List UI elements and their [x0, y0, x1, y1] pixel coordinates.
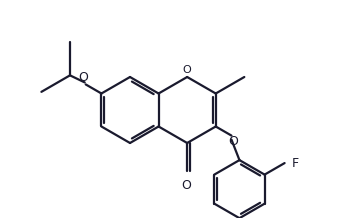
Text: O: O — [78, 71, 88, 84]
Text: O: O — [181, 179, 191, 192]
Text: O: O — [228, 135, 238, 148]
Text: F: F — [291, 157, 299, 170]
Text: O: O — [183, 65, 191, 75]
